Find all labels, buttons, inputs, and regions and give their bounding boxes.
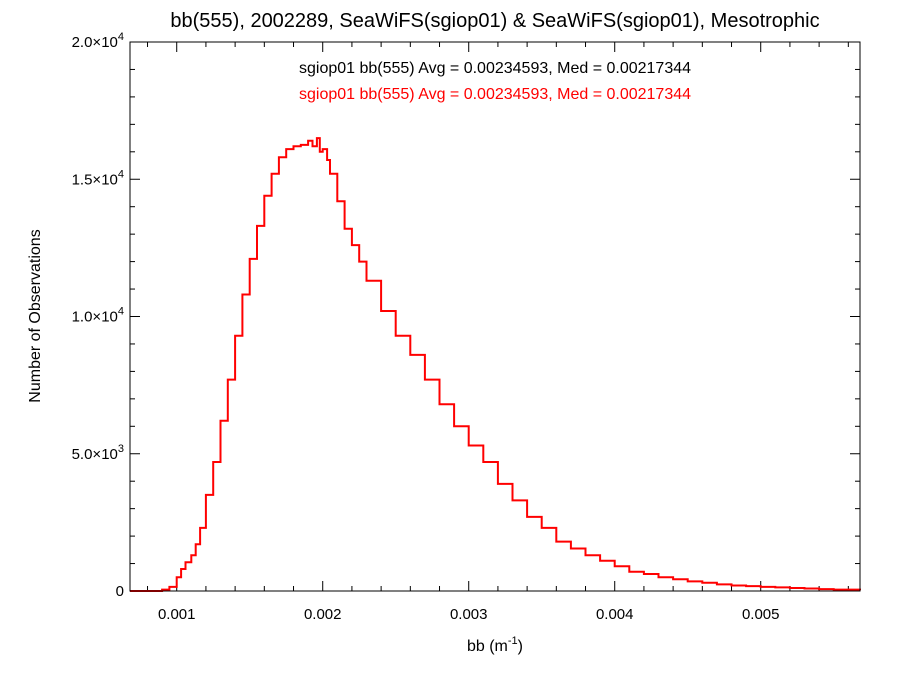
x-tick-labels: 0.001 0.002 0.003 0.004 0.005 xyxy=(158,606,780,623)
y-tick-label: 0 xyxy=(116,583,124,600)
y-tick-label-main: 1.0×10 xyxy=(72,309,118,326)
y-tick-label-main: 5.0×10 xyxy=(72,446,118,463)
y-axis-label: Number of Observations xyxy=(27,229,44,402)
y-tick-label-main: 1.5×10 xyxy=(72,171,118,188)
x-tick-label: 0.005 xyxy=(742,606,780,623)
annotation-red: sgiop01 bb(555) Avg = 0.00234593, Med = … xyxy=(299,86,691,103)
x-tick-label: 0.003 xyxy=(450,606,488,623)
y-tick-label: 5.0×103 xyxy=(72,443,124,463)
y-tick-label-main: 2.0×10 xyxy=(72,34,118,51)
y-tick-label: 2.0×104 xyxy=(72,31,124,51)
y-tick-label: 1.0×104 xyxy=(72,306,124,326)
x-axis-label-main: bb (m xyxy=(467,638,508,655)
annotation-black: sgiop01 bb(555) Avg = 0.00234593, Med = … xyxy=(299,60,691,77)
series-layer xyxy=(130,137,861,592)
histogram-series-line xyxy=(130,137,861,592)
y-tick-label: 1.5×104 xyxy=(72,168,124,188)
x-tick-label: 0.004 xyxy=(596,606,634,623)
x-axis-label: bb (m-1) xyxy=(467,635,523,655)
chart-title: bb(555), 2002289, SeaWiFS(sgiop01) & Sea… xyxy=(170,10,819,32)
x-tick-label: 0.001 xyxy=(158,606,196,623)
x-axis-label-close: ) xyxy=(518,638,523,655)
y-tick-label-sup: 4 xyxy=(118,168,124,180)
y-tick-label-sup: 4 xyxy=(118,31,124,43)
axis-ticks xyxy=(130,41,860,592)
plot-frame xyxy=(129,41,861,592)
x-tick-label: 0.002 xyxy=(304,606,342,623)
y-tick-label-sup: 3 xyxy=(118,443,124,455)
y-tick-label-sup: 4 xyxy=(118,306,124,318)
x-axis-label-sup: -1 xyxy=(508,635,518,647)
y-tick-label-main: 0 xyxy=(116,583,124,600)
